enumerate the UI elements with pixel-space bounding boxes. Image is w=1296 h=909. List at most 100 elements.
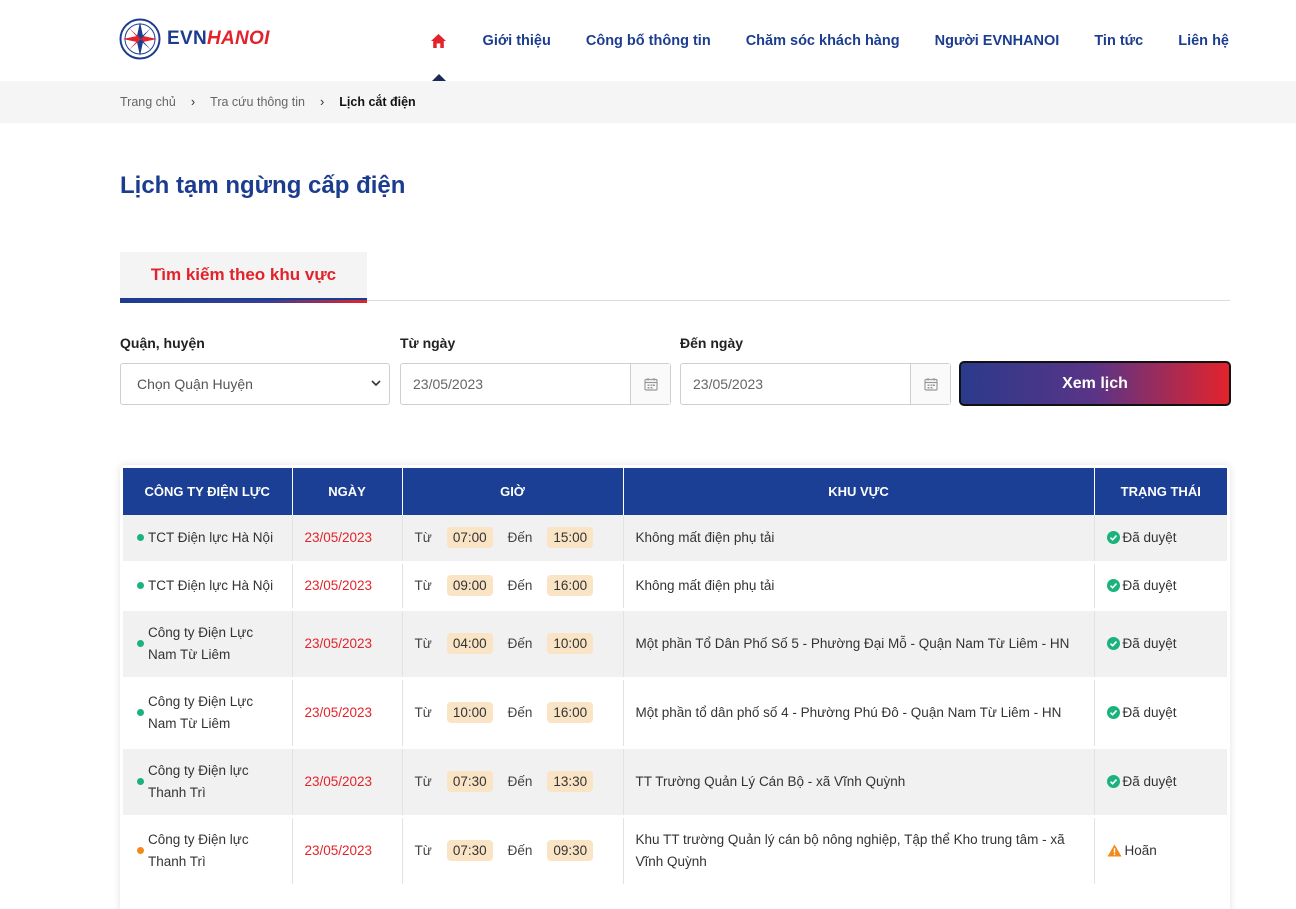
cell-status: Đã duyệt: [1094, 515, 1227, 562]
status-dot: [137, 640, 144, 647]
nav-cong-bo-thong-tin[interactable]: Công bố thông tin: [585, 32, 711, 49]
nav-home[interactable]: [429, 0, 449, 81]
cell-company: TCT Điện lực Hà Nội: [123, 515, 293, 562]
warning-icon: [1107, 844, 1121, 857]
status-text: Đã duyệt: [1122, 705, 1177, 720]
cell-status: Đã duyệt: [1094, 678, 1227, 747]
check-circle-icon: [1106, 531, 1120, 545]
chevron-down-icon: [371, 380, 381, 387]
end-time: 09:30: [547, 840, 594, 861]
table-row: TCT Điện lực Hà Nội 23/05/2023 Từ 07:00 Đế…: [123, 515, 1227, 562]
table-row: Công ty Điện Lực Nam Từ Liêm 23/05/2023 Từ…: [123, 678, 1227, 747]
check-circle-icon: [1106, 706, 1120, 719]
cell-date: 23/05/2023: [292, 609, 403, 678]
from-date-label: Từ ngày: [400, 335, 456, 351]
cell-date: 23/05/2023: [292, 816, 403, 885]
check-circle-icon: [1106, 637, 1120, 650]
district-select-value: Chọn Quận Huyện: [137, 376, 253, 392]
logo-text: EVNHANOI: [167, 28, 270, 50]
end-time: 10:00: [547, 633, 594, 654]
logo-evn: EVN: [167, 28, 207, 49]
table-row: Công ty Điện lực Thanh Trì 23/05/2023 Từ 0…: [123, 816, 1227, 885]
status-badge: Đã duyệt: [1106, 774, 1216, 789]
from-word: Từ: [414, 843, 432, 858]
calendar-icon: [643, 378, 658, 391]
cell-status: Hoãn: [1094, 816, 1227, 885]
col-header-date: NGÀY: [292, 468, 403, 515]
breadcrumb-lookup[interactable]: Tra cứu thông tin: [210, 94, 305, 109]
start-time: 09:00: [446, 575, 493, 596]
from-date-picker-button[interactable]: [630, 364, 670, 404]
status-text: Hoãn: [1124, 843, 1157, 858]
cell-date: 23/05/2023: [292, 747, 403, 816]
end-time: 16:00: [547, 702, 594, 723]
end-time: 15:00: [547, 527, 594, 549]
tab-search-by-area[interactable]: Tìm kiếm theo khu vực: [120, 252, 367, 301]
status-text: Đã duyệt: [1122, 774, 1177, 789]
end-time: 16:00: [547, 575, 594, 596]
to-word: Đến: [507, 578, 533, 593]
cell-area: TT Trường Quản Lý Cán Bộ - xã Vĩnh Quỳnh: [623, 747, 1095, 816]
col-header-area: KHU VỰC: [623, 468, 1095, 515]
cell-area: Một phần Tổ Dân Phố Số 5 - Phường Đại Mỗ…: [623, 609, 1095, 678]
breadcrumb: Trang chủ › Tra cứu thông tin › Lịch cắt…: [120, 94, 416, 109]
start-time: 04:00: [446, 633, 493, 654]
to-word: Đến: [507, 636, 533, 651]
to-date-label: Đến ngày: [680, 335, 744, 351]
to-date-picker-button[interactable]: [910, 364, 950, 404]
evnhanoi-logo[interactable]: EVNHANOI: [119, 18, 270, 60]
to-word: Đến: [507, 530, 533, 546]
district-select[interactable]: Chọn Quận Huyện: [120, 363, 390, 405]
to-word: Đến: [507, 774, 533, 789]
cell-date: 23/05/2023: [292, 678, 403, 747]
cell-status: Đã duyệt: [1094, 609, 1227, 678]
from-date-field[interactable]: 23/05/2023: [400, 363, 671, 405]
start-time: 07:00: [446, 527, 493, 549]
outage-schedule-table: CÔNG TY ĐIỆN LỰC NGÀY GIỜ KHU VỰC TRẠNG …: [120, 465, 1230, 909]
breadcrumb-home[interactable]: Trang chủ: [120, 94, 176, 109]
cell-company: Công ty Điện Lực Nam Từ Liêm: [123, 609, 293, 678]
cell-area: Khu TT trường Quản lý cán bộ nông nghiệp…: [623, 816, 1095, 885]
company-name: Công ty Điện Lực Nam Từ Liêm: [148, 624, 254, 662]
active-nav-caret: [431, 74, 446, 81]
cell-time: Từ 07:30 Đến 09:30: [402, 816, 624, 885]
nav-gioi-thieu[interactable]: Giới thiệu: [482, 32, 551, 49]
cell-time: Từ 09:00 Đến 16:00: [402, 562, 624, 609]
cell-time: Từ 10:00 Đến 16:00: [402, 678, 624, 747]
status-badge: Đã duyệt: [1106, 530, 1216, 546]
company-name: TCT Điện lực Hà Nội: [148, 529, 274, 545]
cell-time: Từ 07:00 Đến 15:00: [402, 515, 624, 562]
cell-time: Từ 07:30 Đến 13:30: [402, 747, 624, 816]
to-word: Đến: [507, 705, 533, 720]
breadcrumb-current: Lịch cắt điện: [339, 94, 416, 109]
status-dot: [137, 534, 144, 542]
home-icon: [431, 33, 447, 48]
status-text: Đã duyệt: [1122, 578, 1177, 593]
view-schedule-button[interactable]: Xem lịch: [959, 361, 1231, 406]
cell-company: Công ty Điện lực Thanh Trì: [123, 816, 293, 885]
breadcrumb-separator: ›: [190, 94, 196, 109]
evn-emblem-icon: [119, 18, 161, 60]
district-label: Quận, huyện: [120, 335, 205, 351]
from-date-input[interactable]: 23/05/2023: [413, 376, 484, 392]
company-name: TCT Điện lực Hà Nội: [148, 577, 274, 593]
cell-area: Không mất điện phụ tải: [623, 515, 1095, 562]
check-circle-icon: [1106, 775, 1120, 788]
nav-nguoi-evnhanoi[interactable]: Người EVNHANOI: [934, 32, 1060, 49]
nav-cham-soc-khach-hang[interactable]: Chăm sóc khách hàng: [745, 32, 900, 49]
from-word: Từ: [414, 530, 432, 546]
nav-lien-he[interactable]: Liên hệ: [1178, 32, 1229, 49]
to-date-input[interactable]: 23/05/2023: [693, 376, 764, 392]
start-time: 07:30: [446, 771, 493, 792]
cell-area: Không mất điện phụ tải: [623, 562, 1095, 609]
status-dot: [137, 778, 144, 785]
nav-tin-tuc[interactable]: Tin tức: [1094, 32, 1144, 49]
status-text: Đã duyệt: [1122, 530, 1177, 546]
status-badge: Đã duyệt: [1106, 705, 1216, 720]
breadcrumb-bar: Trang chủ › Tra cứu thông tin › Lịch cắt…: [0, 81, 1296, 123]
table-row: TCT Điện lực Hà Nội 23/05/2023 Từ 09:00 Đế…: [123, 562, 1227, 609]
status-dot: [137, 709, 144, 716]
cell-status: Đã duyệt: [1094, 562, 1227, 609]
to-date-field[interactable]: 23/05/2023: [680, 363, 951, 405]
start-time: 10:00: [446, 702, 493, 723]
